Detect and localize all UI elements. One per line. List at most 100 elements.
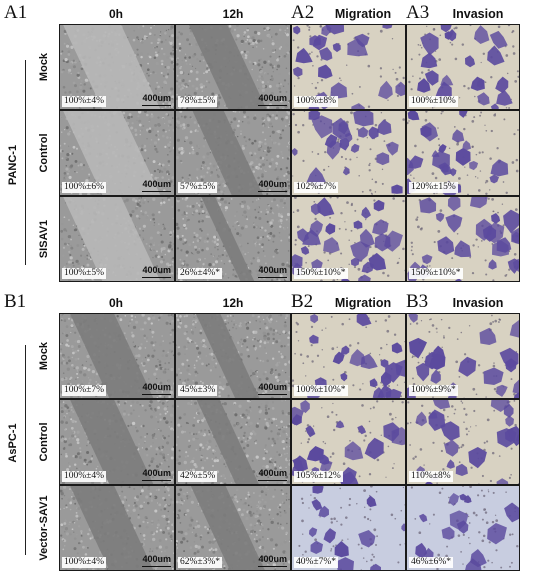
row-label-b-1: Control (38, 422, 50, 462)
micrograph-image (292, 25, 405, 109)
percent-value: 100%±4% (62, 96, 107, 107)
micrograph-image (176, 400, 290, 484)
panel-label-b3: B3 (406, 291, 429, 312)
micrograph-b-2-12h: 62%±3%* 400um (175, 485, 291, 571)
micrograph-image (176, 486, 290, 570)
percent-value: 102%±7% (294, 182, 339, 193)
micrograph-a-0-migration: 100%±8% (291, 24, 406, 110)
percent-value: 78%±5% (178, 96, 218, 107)
scale-bar: 400um (142, 469, 171, 481)
scale-bar: 400um (258, 555, 287, 567)
micrograph-image (60, 111, 174, 195)
micrograph-image (176, 111, 290, 195)
header-b-12h: 12h (222, 296, 244, 310)
percent-value: 100%±4% (62, 471, 107, 482)
micrograph-b-0-invasion: 100%±9%* (406, 313, 520, 399)
percent-value: 100%±10%* (294, 385, 348, 396)
micrograph-a-2-0h: 100%±5% 400um (59, 196, 175, 282)
row-label-a-0: Mock (38, 52, 50, 82)
micrograph-b-1-0h: 100%±4% 400um (59, 399, 175, 485)
percent-value: 100%±7% (62, 385, 107, 396)
percent-value: 100%±4% (62, 557, 107, 568)
row-label-a-1: Control (38, 133, 50, 173)
micrograph-image (407, 400, 519, 484)
panel-label-b1: B1 (4, 291, 27, 312)
micrograph-b-0-0h: 100%±7% 400um (59, 313, 175, 399)
micrograph-image (176, 197, 290, 281)
micrograph-image (292, 197, 405, 281)
percent-value: 100%±10% (409, 96, 458, 107)
header-b-migration: Migration (334, 296, 392, 310)
percent-value: 26%±4%* (178, 268, 223, 279)
micrograph-image (176, 314, 290, 398)
percent-value: 62%±3%* (178, 557, 223, 568)
micrograph-a-1-12h: 57%±5% 400um (175, 110, 291, 196)
micrograph-image (60, 400, 174, 484)
header-a-12h: 12h (222, 7, 244, 21)
percent-value: 40%±7%* (294, 557, 339, 568)
row-label-b-0: Mock (38, 341, 50, 371)
micrograph-b-1-invasion: 110%±8% (406, 399, 520, 485)
row-label-b-2: Vector-SAV1 (38, 495, 50, 561)
micrograph-b-0-migration: 100%±10%* (291, 313, 406, 399)
header-b-invasion: Invasion (452, 296, 504, 310)
micrograph-b-1-migration: 105%±12% (291, 399, 406, 485)
micrograph-b-2-0h: 100%±4% 400um (59, 485, 175, 571)
micrograph-image (292, 486, 405, 570)
micrograph-image (292, 400, 405, 484)
micrograph-image (60, 25, 174, 109)
cell-line-bracket-a (25, 60, 26, 265)
header-b-0h: 0h (108, 296, 123, 310)
header-a-migration: Migration (334, 7, 392, 21)
percent-value: 100%±6% (62, 182, 107, 193)
micrograph-b-2-invasion: 46%±6%* (406, 485, 520, 571)
scale-bar: 400um (142, 94, 171, 106)
percent-value: 42%±5% (178, 471, 218, 482)
micrograph-image (407, 25, 519, 109)
micrograph-image (60, 197, 174, 281)
percent-value: 100%±5% (62, 268, 107, 279)
percent-value: 150%±10%* (409, 268, 463, 279)
micrograph-a-2-invasion: 150%±10%* (406, 196, 520, 282)
micrograph-b-1-12h: 42%±5% 400um (175, 399, 291, 485)
header-a-0h: 0h (108, 7, 123, 21)
scale-bar: 400um (258, 94, 287, 106)
micrograph-image (292, 111, 405, 195)
cell-line-label-b: AsPC-1 (6, 423, 19, 463)
micrograph-image (407, 197, 519, 281)
percent-value: 105%±12% (294, 471, 343, 482)
scale-bar: 400um (258, 180, 287, 192)
micrograph-a-2-migration: 150%±10%* (291, 196, 406, 282)
scale-bar: 400um (258, 469, 287, 481)
scale-bar: 400um (142, 266, 171, 278)
scale-bar: 400um (142, 555, 171, 567)
cell-line-bracket-b (25, 345, 26, 555)
micrograph-b-0-12h: 45%±3% 400um (175, 313, 291, 399)
micrograph-a-0-12h: 78%±5% 400um (175, 24, 291, 110)
header-a-invasion: Invasion (452, 7, 504, 21)
panel-label-a3: A3 (406, 2, 430, 23)
scale-bar: 400um (142, 383, 171, 395)
micrograph-a-0-invasion: 100%±10% (406, 24, 520, 110)
panel-label-a2: A2 (291, 2, 315, 23)
micrograph-a-2-12h: 26%±4%* 400um (175, 196, 291, 282)
percent-value: 150%±10%* (294, 268, 348, 279)
scale-bar: 400um (258, 266, 287, 278)
scale-bar: 400um (142, 180, 171, 192)
micrograph-image (176, 25, 290, 109)
panel-label-b2: B2 (291, 291, 314, 312)
micrograph-a-1-invasion: 120%±15% (406, 110, 520, 196)
percent-value: 110%±8% (409, 471, 453, 482)
percent-value: 57%±5% (178, 182, 218, 193)
percent-value: 100%±9%* (409, 385, 458, 396)
panel-label-a1: A1 (4, 2, 28, 23)
micrograph-a-1-migration: 102%±7% (291, 110, 406, 196)
micrograph-image (292, 314, 405, 398)
percent-value: 45%±3% (178, 385, 218, 396)
micrograph-image (407, 486, 519, 570)
cell-line-label-a: PANC-1 (6, 144, 19, 186)
micrograph-image (60, 486, 174, 570)
micrograph-a-0-0h: 100%±4% 400um (59, 24, 175, 110)
micrograph-image (60, 314, 174, 398)
